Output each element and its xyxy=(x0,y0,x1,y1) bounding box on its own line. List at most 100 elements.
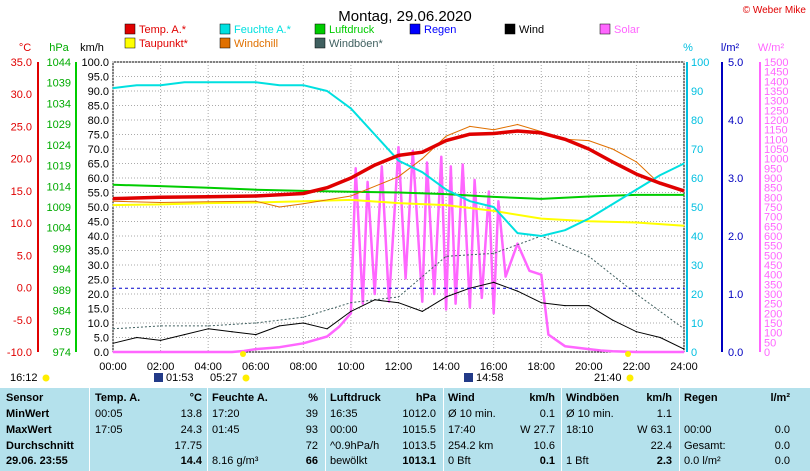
series-point xyxy=(635,189,638,191)
pressure-value: 1015.5 xyxy=(402,424,436,436)
legend-label: Taupunkt* xyxy=(139,38,189,50)
wind-value: 0.1 xyxy=(539,455,555,467)
series-point xyxy=(405,277,407,280)
axis-tick-label: 35.0 xyxy=(11,57,32,69)
axis-tick-label: 950 xyxy=(764,163,782,175)
axis-tick-label: 60 xyxy=(691,173,703,185)
series-point xyxy=(481,297,483,299)
series-point xyxy=(397,202,400,204)
chart-grid xyxy=(112,61,685,353)
series-point xyxy=(540,274,542,276)
axis-tick-label: 65.0 xyxy=(88,159,109,171)
series-point xyxy=(683,225,685,227)
axis-tick-label: -5.0 xyxy=(13,315,32,327)
series-point xyxy=(355,167,357,169)
series-point xyxy=(426,161,428,164)
series-point xyxy=(302,316,304,318)
axis-tick-label: 50 xyxy=(764,337,776,349)
series-point xyxy=(540,235,542,237)
x-tick-label: 14:00 xyxy=(432,361,460,373)
pressure-time: 16:35 xyxy=(330,408,358,420)
time-marker-label: 05:27 xyxy=(210,372,238,384)
wind-value: 10.6 xyxy=(533,440,555,452)
time-marker-label: 16:12 xyxy=(10,372,38,384)
axis-tick-label: 1024 xyxy=(47,140,71,152)
unit-percent: % xyxy=(683,42,693,54)
series-point xyxy=(683,162,685,165)
legend-swatch xyxy=(314,37,326,49)
series-point xyxy=(528,270,531,272)
x-tick-label: 22:00 xyxy=(623,361,651,373)
series-point xyxy=(397,160,400,162)
series-point xyxy=(612,350,614,352)
series-point xyxy=(445,308,447,311)
series-point xyxy=(588,348,590,350)
chart-series xyxy=(112,81,685,354)
header-gust: Windböen xyxy=(566,392,620,404)
wind-value: W 27.7 xyxy=(520,424,555,436)
series-point xyxy=(635,173,638,175)
axis-tick-label: 55.0 xyxy=(88,188,109,200)
series-point xyxy=(397,302,400,304)
axis-tick-label: 15.0 xyxy=(11,186,32,198)
axis-tick-label: 400 xyxy=(764,270,782,282)
unit-kmh: km/h xyxy=(80,42,104,54)
series-point xyxy=(469,125,471,127)
legend-swatch xyxy=(599,23,611,35)
series-point xyxy=(540,198,542,200)
series-point xyxy=(207,81,209,83)
time-marker-label: 01:53 xyxy=(166,372,194,384)
table-column-divider xyxy=(89,388,90,471)
series-point xyxy=(112,198,114,200)
axis-tick-label: 85.0 xyxy=(88,101,109,113)
series-point xyxy=(588,305,590,307)
axis-tick-label: 15.0 xyxy=(88,304,109,316)
series-point xyxy=(600,349,602,352)
series-point xyxy=(659,174,661,176)
credit-label[interactable]: © Weber Mike xyxy=(743,5,807,16)
series-point xyxy=(302,342,304,344)
axis-tick-label: 5.0 xyxy=(17,250,32,262)
axis-tick-label: 1150 xyxy=(764,125,788,137)
axis-tick-label: 30.0 xyxy=(88,260,109,272)
axis-tick-label: 100.0 xyxy=(81,57,109,69)
series-point xyxy=(397,191,400,194)
row-label: 29.06. 23:55 xyxy=(6,455,68,467)
series-point xyxy=(374,133,376,136)
axis-tick-label: 3.0 xyxy=(728,173,743,185)
x-tick-label: 06:00 xyxy=(242,361,270,373)
header-rain-unit: l/m² xyxy=(770,392,790,404)
axis-tick-label: 50.0 xyxy=(88,202,109,214)
axis-tick-label: 1014 xyxy=(47,181,71,193)
axis-tick-label: 1400 xyxy=(764,76,788,88)
series-point xyxy=(397,296,400,298)
series-point xyxy=(683,351,685,353)
x-tick-label: 12:00 xyxy=(385,361,413,373)
axis-tick-label: 300 xyxy=(764,289,782,301)
series-point xyxy=(326,335,328,338)
moon-icon xyxy=(154,373,163,382)
axis-tick-label: 50 xyxy=(691,202,703,214)
axis-tick-label: 45.0 xyxy=(88,217,109,229)
axis-tick-label: 4.0 xyxy=(728,115,743,127)
gust-value: 2.3 xyxy=(656,455,672,467)
axis-tick-label: 1009 xyxy=(47,202,71,214)
wind-info: 0 Bft xyxy=(448,455,471,467)
legend-swatch xyxy=(314,23,326,35)
header-sensor: Sensor xyxy=(6,392,44,404)
series-point xyxy=(350,107,352,109)
axis-tick-label: 550 xyxy=(764,241,782,253)
series-point xyxy=(588,195,590,198)
gust-value: 22.4 xyxy=(650,440,672,452)
series-point xyxy=(516,232,519,234)
series-point xyxy=(160,203,162,205)
axis-tick-label: 999 xyxy=(53,243,71,255)
series-point xyxy=(136,336,138,339)
axis-tick-label: 2.0 xyxy=(728,231,743,243)
legend-swatch xyxy=(219,23,231,35)
time-marker-label: 14:58 xyxy=(476,372,504,384)
moon-icon xyxy=(464,373,473,382)
series-point xyxy=(278,325,281,327)
series-point xyxy=(564,345,566,347)
series-point xyxy=(635,293,638,295)
